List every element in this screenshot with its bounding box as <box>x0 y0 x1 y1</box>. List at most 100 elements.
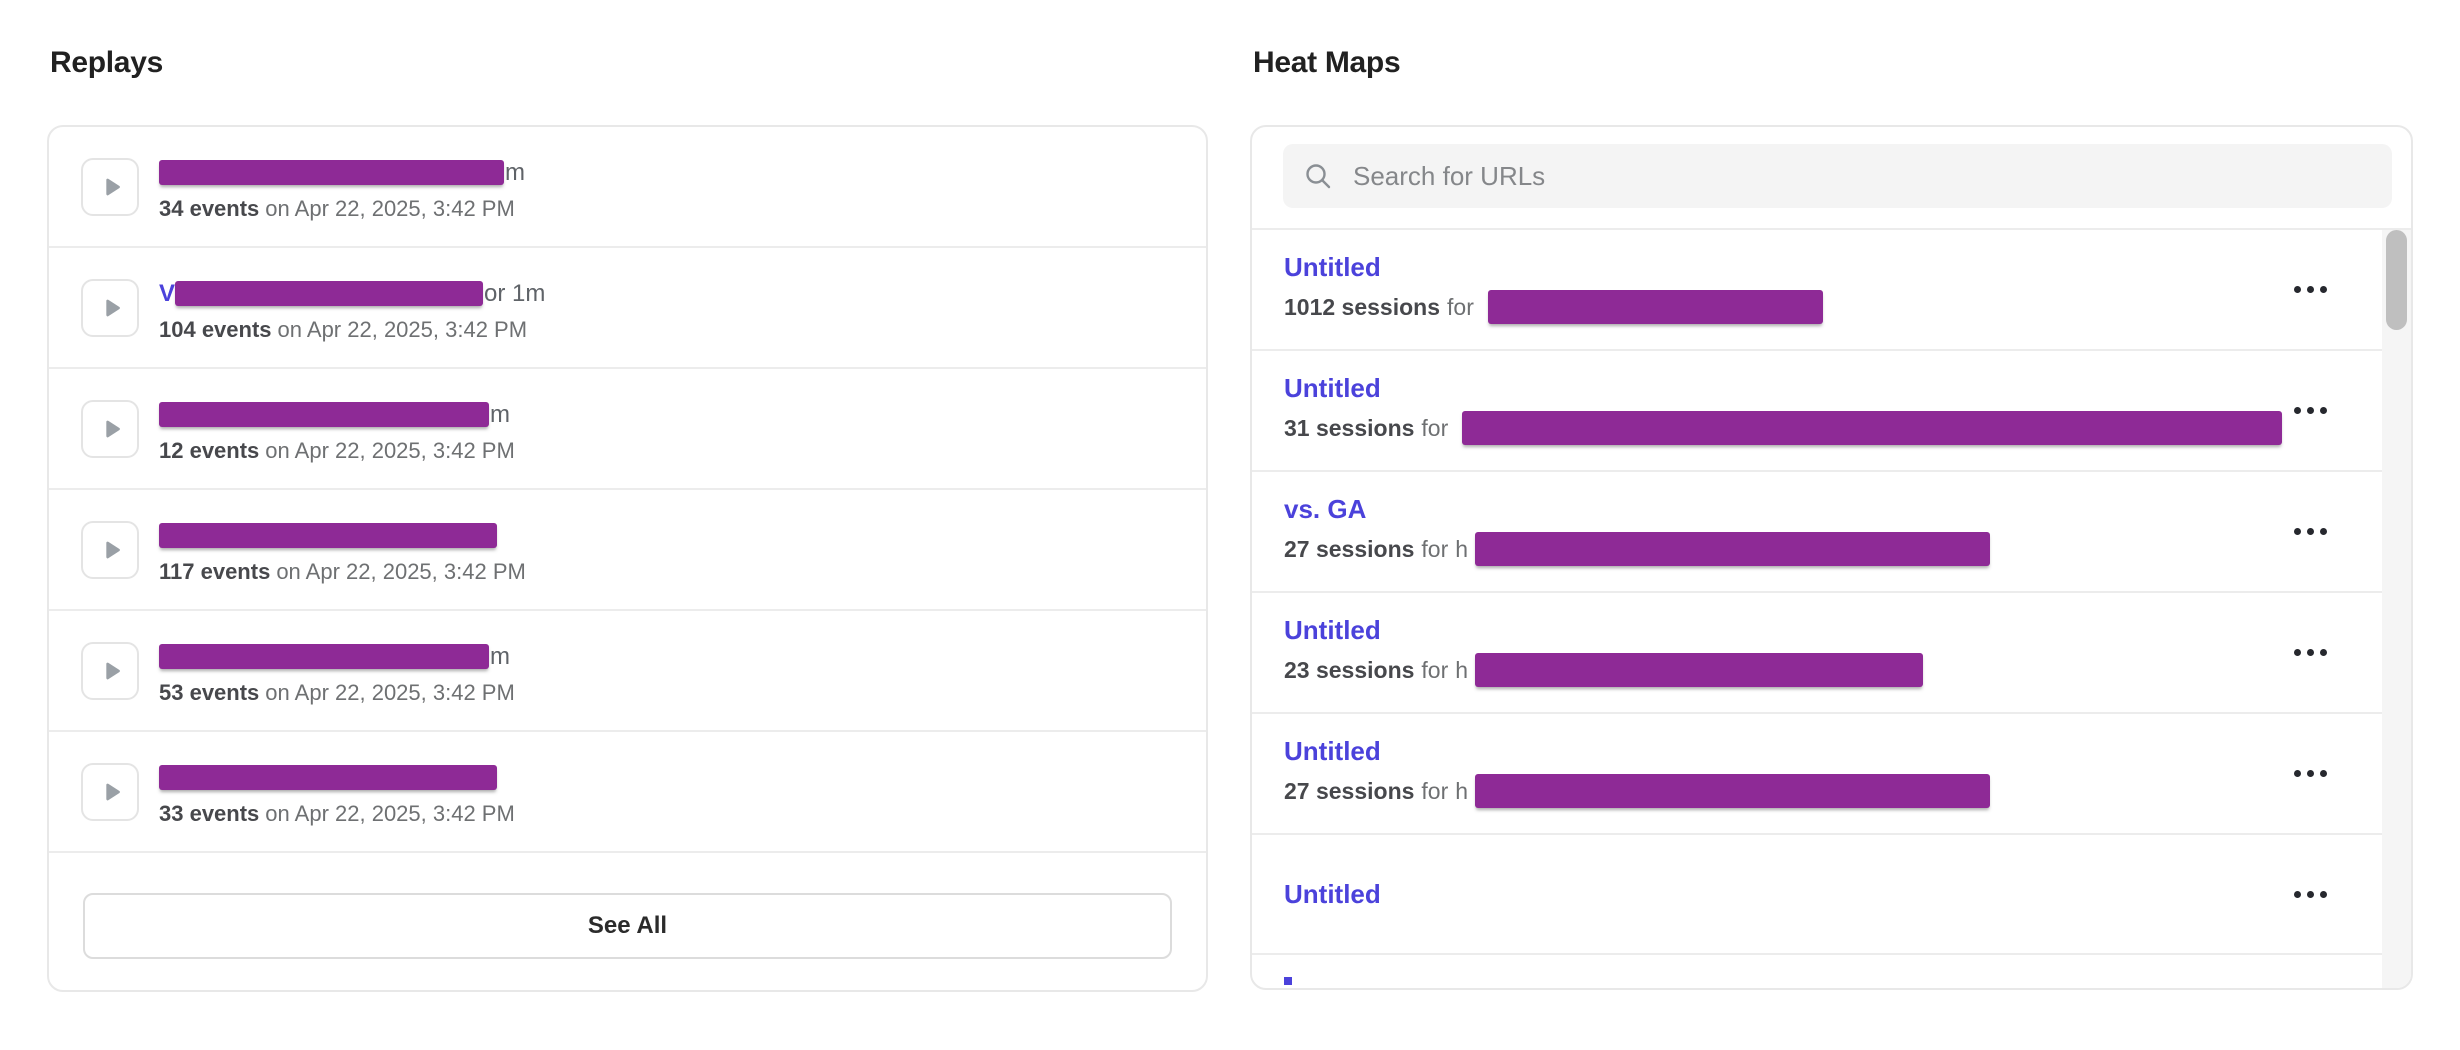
ellipsis-icon <box>2294 528 2301 535</box>
play-icon <box>105 541 120 559</box>
events-count: 12 events <box>159 438 260 463</box>
replay-list-item[interactable]: 117 events on Apr 22, 2025, 3:42 PM <box>49 490 1206 611</box>
play-icon <box>105 299 120 317</box>
sessions-count: 1012 sessions <box>1284 293 1441 320</box>
replay-list-item[interactable]: m 34 events on Apr 22, 2025, 3:42 PM <box>49 127 1206 248</box>
heatmap-title-link[interactable]: Untitled <box>1284 252 1381 282</box>
replays-footer: See All <box>49 893 1206 990</box>
sessions-count: 23 sessions <box>1284 656 1415 683</box>
heatmap-title-link[interactable]: Untitled <box>1284 879 1381 909</box>
sessions-count: 31 sessions <box>1284 414 1415 441</box>
play-button[interactable] <box>81 279 139 337</box>
replay-title[interactable]: m <box>159 643 515 670</box>
heatmap-title-link[interactable]: Untitled <box>1284 615 1381 645</box>
ellipsis-menu-button[interactable] <box>2290 403 2331 418</box>
play-button[interactable] <box>81 642 139 700</box>
replay-events-line: 53 events on Apr 22, 2025, 3:42 PM <box>159 680 515 706</box>
ellipsis-icon <box>2294 649 2301 656</box>
replay-title[interactable]: m <box>159 159 525 186</box>
replay-events-line: 12 events on Apr 22, 2025, 3:42 PM <box>159 438 515 464</box>
heatmaps-panel: Heat Maps Untitled 1012 sessions for <box>1250 0 2413 1050</box>
sessions-connector: for <box>1421 535 1449 562</box>
ellipsis-icon <box>2294 407 2301 414</box>
ellipsis-menu-button[interactable] <box>2290 766 2331 781</box>
replay-events-line: 104 events on Apr 22, 2025, 3:42 PM <box>159 317 545 343</box>
search-box[interactable] <box>1283 144 2392 208</box>
sessions-count: 27 sessions <box>1284 777 1415 804</box>
replay-list-item[interactable]: m 53 events on Apr 22, 2025, 3:42 PM <box>49 611 1206 732</box>
redacted-name <box>175 281 484 306</box>
ellipsis-icon <box>2294 891 2301 898</box>
redacted-url <box>1475 774 1991 808</box>
play-button[interactable] <box>81 400 139 458</box>
events-timestamp: on Apr 22, 2025, 3:42 PM <box>265 680 515 705</box>
events-count: 104 events <box>159 317 272 342</box>
scrollbar-thumb[interactable] <box>2386 230 2407 330</box>
play-icon <box>105 783 120 801</box>
events-count: 117 events <box>159 559 271 584</box>
redacted-url <box>1487 290 1823 324</box>
replay-list-item[interactable]: V or 1m 104 events on Apr 22, 2025, 3:42 … <box>49 248 1206 369</box>
replay-name-fragment: V <box>159 279 176 307</box>
replay-list-item[interactable]: 33 events on Apr 22, 2025, 3:42 PM <box>49 732 1206 853</box>
play-button[interactable] <box>81 158 139 216</box>
heatmap-list-item[interactable]: Untitled 31 sessions for <box>1252 351 2411 472</box>
heatmap-sessions-line: 31 sessions for <box>1284 410 2411 446</box>
replay-events-line: 34 events on Apr 22, 2025, 3:42 PM <box>159 196 525 222</box>
heatmap-title-link[interactable]: vs. GA <box>1284 494 1367 524</box>
redacted-url <box>1462 411 2283 445</box>
clipped-title-sliver <box>1284 977 1292 985</box>
heatmap-list-item[interactable]: Untitled 1012 sessions for <box>1252 230 2411 351</box>
replay-events-line: 33 events on Apr 22, 2025, 3:42 PM <box>159 801 515 827</box>
play-button[interactable] <box>81 763 139 821</box>
heatmap-sessions-line: 27 sessions for h <box>1284 773 2411 809</box>
replay-duration-fragment: m <box>490 400 510 428</box>
events-timestamp: on Apr 22, 2025, 3:42 PM <box>276 559 526 584</box>
search-icon <box>1306 164 1331 189</box>
heatmap-sessions-line: 27 sessions for h <box>1284 531 2411 567</box>
heatmap-list-item[interactable]: Untitled 27 sessions for h <box>1252 714 2411 835</box>
ellipsis-menu-button[interactable] <box>2290 887 2331 902</box>
redacted-name <box>159 644 489 669</box>
heatmaps-card: Untitled 1012 sessions for Untitled 31 s… <box>1250 125 2413 990</box>
heatmap-title-link[interactable]: Untitled <box>1284 736 1381 766</box>
events-count: 34 events <box>159 196 260 221</box>
ellipsis-menu-button[interactable] <box>2290 524 2331 539</box>
heatmap-list-item[interactable]: Untitled 23 sessions for h <box>1252 593 2411 714</box>
heatmap-title-link[interactable]: Untitled <box>1284 373 1381 403</box>
heatmap-list-item[interactable]: Untitled <box>1252 835 2411 955</box>
clipped-list-item <box>1252 955 2411 985</box>
sessions-count: 27 sessions <box>1284 535 1415 562</box>
events-timestamp: on Apr 22, 2025, 3:42 PM <box>265 438 515 463</box>
play-button[interactable] <box>81 521 139 579</box>
heatmap-sessions-line: 23 sessions for h <box>1284 652 2411 688</box>
replay-title[interactable]: V or 1m <box>159 280 545 307</box>
sessions-connector: for <box>1447 293 1474 320</box>
redacted-name <box>159 160 504 185</box>
scrollbar-track[interactable] <box>2382 230 2411 988</box>
redacted-name <box>159 765 497 790</box>
sessions-connector: for <box>1421 414 1449 441</box>
heatmaps-search-section <box>1252 127 2411 230</box>
see-all-button[interactable]: See All <box>83 893 1172 959</box>
play-icon <box>105 662 120 680</box>
ellipsis-menu-button[interactable] <box>2290 645 2331 660</box>
replay-list-item[interactable]: m 12 events on Apr 22, 2025, 3:42 PM <box>49 369 1206 490</box>
replay-duration-fragment: m <box>505 158 525 186</box>
heatmaps-panel-title: Heat Maps <box>1253 46 1401 79</box>
search-input[interactable] <box>1353 160 2372 192</box>
ellipsis-menu-button[interactable] <box>2290 282 2331 297</box>
sessions-connector: for <box>1421 656 1449 683</box>
replay-title[interactable] <box>159 764 515 791</box>
ellipsis-icon <box>2294 286 2301 293</box>
replay-title[interactable]: m <box>159 401 515 428</box>
redacted-url <box>1475 532 1991 566</box>
replay-title[interactable] <box>159 522 526 549</box>
heatmap-list-item[interactable]: vs. GA 27 sessions for h <box>1252 472 2411 593</box>
heatmaps-list: Untitled 1012 sessions for Untitled 31 s… <box>1252 230 2411 985</box>
replays-panel-title: Replays <box>50 46 163 79</box>
events-timestamp: on Apr 22, 2025, 3:42 PM <box>265 801 515 826</box>
replays-panel: Replays m 34 events on Apr 22, 2025, 3:42… <box>47 0 1208 1050</box>
events-count: 53 events <box>159 680 260 705</box>
redacted-name <box>159 402 489 427</box>
